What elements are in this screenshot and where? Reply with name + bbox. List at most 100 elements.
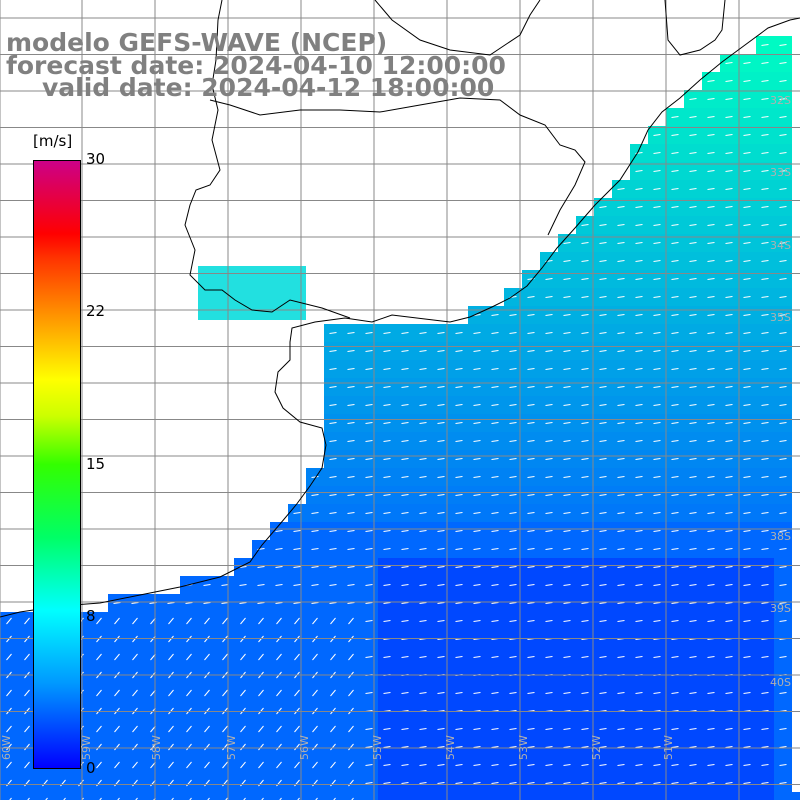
wind-arrow [419,350,427,352]
wind-arrow [653,566,661,568]
wind-arrow [635,314,643,316]
wind-arrow [761,278,769,280]
wind-arrow [329,584,337,586]
wind-arrow [707,80,715,82]
wind-arrow [365,530,373,532]
wind-arrow [653,728,661,730]
wind-cell [198,792,216,800]
wind-arrow [96,743,102,751]
wind-arrow [365,512,373,514]
wind-arrow [383,548,391,550]
wind-arrow [509,530,517,532]
wind-arrow [761,440,769,442]
wind-arrow [707,656,715,658]
wind-arrow [24,743,30,751]
wind-arrow [707,512,715,514]
wind-arrow [617,728,625,730]
wind-arrow [401,566,409,568]
wind-arrow [761,224,769,226]
wind-arrow [761,620,769,622]
wind-arrow [671,530,679,532]
wind-arrow [743,584,751,586]
wind-arrow [581,566,589,568]
wind-arrow [258,743,264,751]
wind-arrow [725,62,733,64]
wind-arrow [527,350,535,352]
wind-arrow [689,134,697,136]
wind-arrow [599,350,607,352]
wind-arrow [365,476,373,478]
wind-arrow [437,746,445,748]
wind-cell [252,266,270,284]
wind-arrow [779,530,787,532]
wind-arrow [294,617,300,625]
wind-arrow [617,782,625,784]
wind-arrow [581,548,589,550]
wind-arrow [527,332,535,334]
country-borders [184,0,726,319]
wind-arrow [635,494,643,496]
wind-arrow [743,548,751,550]
wind-cell [360,792,378,800]
wind-cell [306,792,324,800]
wind-arrow [779,422,787,424]
wind-arrow [347,602,355,604]
wind-arrow [347,476,355,478]
wind-arrow [581,368,589,370]
wind-cell [36,792,54,800]
wind-arrow [329,476,337,478]
wind-arrow [545,566,553,568]
wind-arrow [671,476,679,478]
wind-arrow [779,206,787,208]
wind-arrow [473,620,481,622]
wind-arrow [671,728,679,730]
wind-arrow [563,368,571,370]
wind-arrow [761,350,769,352]
wind-arrow [258,761,264,769]
wind-arrow [599,764,607,766]
wind-arrow [743,620,751,622]
wind-arrow [437,332,445,334]
wind-arrow [419,620,427,622]
wind-arrow [671,512,679,514]
wind-arrow [330,743,336,751]
wind-arrow [581,422,589,424]
wind-arrow [779,656,787,658]
wind-arrow [419,476,427,478]
wind-arrow [779,332,787,334]
wind-arrow [96,617,102,625]
wind-arrow [743,188,751,190]
wind-arrow [581,440,589,442]
wind-arrow [743,314,751,316]
wind-arrow [725,206,733,208]
wind-arrow [635,620,643,622]
longitude-label: 60W [0,735,13,760]
wind-arrow [617,260,625,262]
wind-arrow [419,656,427,658]
wind-arrow [581,494,589,496]
wind-arrow [168,725,174,733]
wind-arrow [779,242,787,244]
wind-arrow [617,476,625,478]
wind-arrow [725,296,733,298]
wind-arrow [509,620,517,622]
wind-arrow [725,746,733,748]
wind-arrow [635,566,643,568]
wind-cell [522,792,540,800]
wind-arrow [527,602,535,604]
wind-arrow [491,350,499,352]
wind-arrow [545,782,553,784]
wind-arrow [617,278,625,280]
wind-arrow [347,350,355,352]
wind-arrow [689,170,697,172]
wind-arrow [725,440,733,442]
wind-arrow [725,656,733,658]
wind-arrow [653,656,661,658]
wind-arrow [707,530,715,532]
wind-arrow [258,689,264,697]
wind-arrow [545,620,553,622]
wind-arrow [689,476,697,478]
wind-cell [270,302,288,320]
wind-arrow [707,746,715,748]
wind-cell [252,792,270,800]
